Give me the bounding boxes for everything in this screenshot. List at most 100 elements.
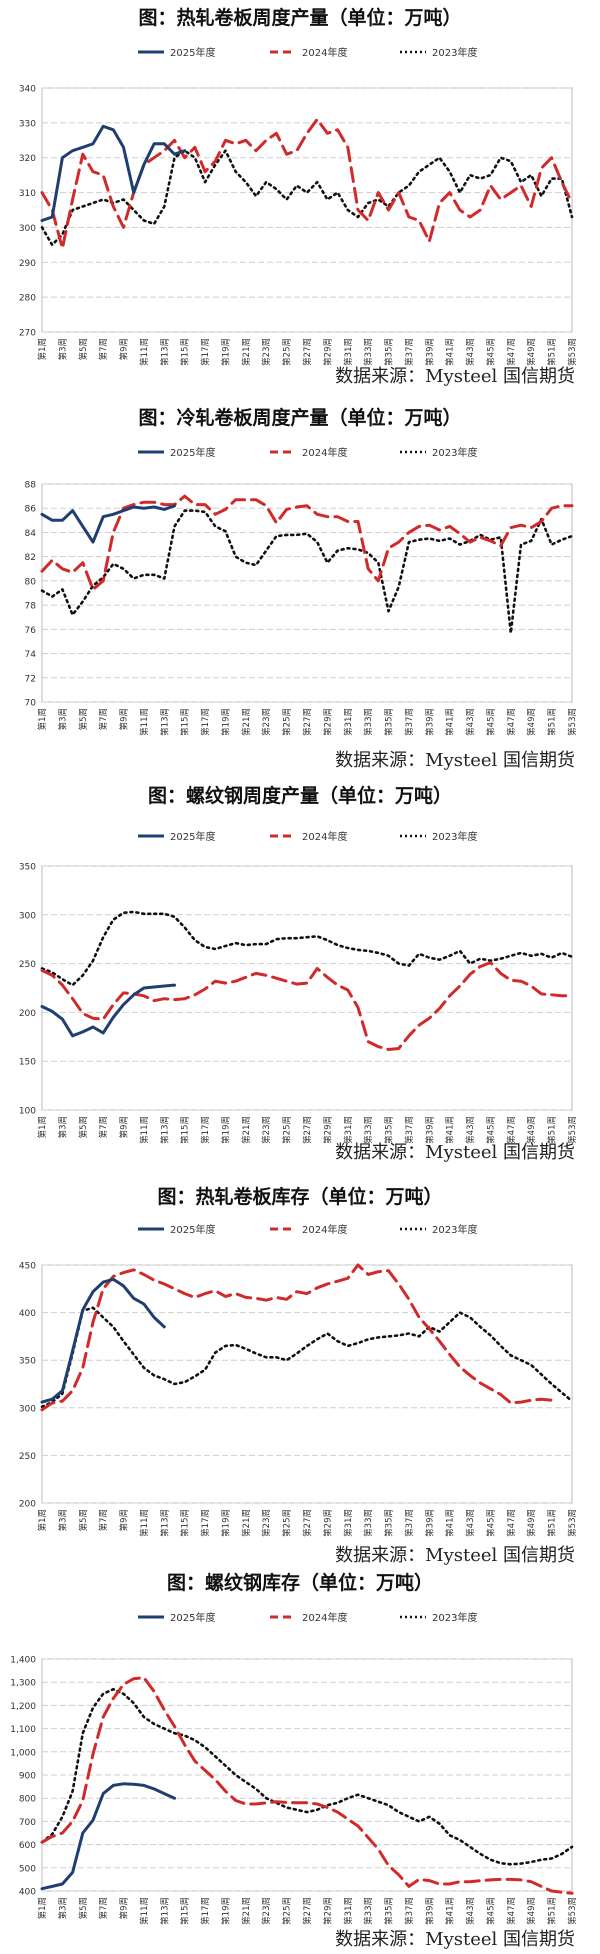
y-tick-label: 1,300 bbox=[10, 1679, 36, 1689]
series-line-2023 bbox=[40, 910, 574, 987]
x-tick-label: 第1周 bbox=[37, 1897, 48, 1919]
x-tick-label: 第9周 bbox=[119, 338, 130, 360]
legend-item: 2024年度 bbox=[270, 1611, 347, 1624]
y-tick-label: 270 bbox=[19, 329, 36, 339]
x-tick-label: 第45周 bbox=[485, 1116, 496, 1144]
x-tick-label: 第51周 bbox=[547, 1509, 558, 1537]
x-tick-label: 第45周 bbox=[485, 708, 496, 736]
series-line-2025 bbox=[40, 1277, 166, 1404]
x-tick-label: 第11周 bbox=[139, 1116, 150, 1144]
legend-item: 2025年度 bbox=[138, 830, 215, 843]
x-tick-label: 第53周 bbox=[567, 1509, 578, 1537]
series-line-2025 bbox=[40, 504, 176, 544]
x-tick-label: 第13周 bbox=[159, 338, 170, 366]
x-tick-label: 第23周 bbox=[261, 1897, 272, 1925]
source-caption: 数据来源：Mysteel 国信期货 bbox=[335, 1929, 575, 1950]
x-tick-label: 第41周 bbox=[445, 1116, 456, 1144]
source-caption: 数据来源：Mysteel 国信期货 bbox=[335, 1142, 575, 1163]
chart-panel-5: 图：螺纹钢库存（单位：万吨） 2025年度 2024年度 2023年度 400 500 60… bbox=[0, 1569, 600, 1954]
y-tick-label: 450 bbox=[19, 1262, 36, 1272]
x-tick-label: 第31周 bbox=[343, 1897, 354, 1925]
chart-title: 图：热轧卷板周度产量（单位：万吨） bbox=[138, 6, 461, 29]
legend-label: 2024年度 bbox=[302, 1611, 347, 1624]
x-tick-label: 第17周 bbox=[200, 708, 211, 736]
x-tick-label: 第9周 bbox=[119, 708, 130, 730]
legend-label: 2025年度 bbox=[170, 830, 215, 843]
series-line-2024 bbox=[40, 494, 574, 591]
x-tick-label: 第25周 bbox=[282, 338, 293, 366]
series-line-2025 bbox=[40, 124, 187, 222]
y-tick-label: 250 bbox=[19, 1452, 36, 1462]
x-tick-label: 第15周 bbox=[180, 1509, 191, 1537]
x-tick-label: 第37周 bbox=[404, 1509, 415, 1537]
legend-item: 2025年度 bbox=[138, 1611, 215, 1624]
y-tick-label: 72 bbox=[25, 674, 36, 684]
series-line-2023 bbox=[40, 1306, 574, 1409]
y-tick-label: 1,100 bbox=[10, 1725, 36, 1735]
legend-label: 2023年度 bbox=[432, 830, 477, 843]
y-tick-label: 80 bbox=[25, 577, 37, 587]
y-tick-label: 330 bbox=[19, 119, 36, 129]
x-tick-label: 第1周 bbox=[37, 708, 48, 730]
x-tick-label: 第5周 bbox=[78, 708, 89, 730]
series-line-2025 bbox=[40, 983, 176, 1038]
x-tick-label: 第19周 bbox=[220, 708, 231, 736]
x-tick-label: 第17周 bbox=[200, 1897, 211, 1925]
x-tick-label: 第43周 bbox=[465, 1116, 476, 1144]
series-line-2025 bbox=[40, 1782, 176, 1891]
chart-title: 图：螺纹钢库存（单位：万吨） bbox=[167, 1571, 433, 1594]
legend-label: 2025年度 bbox=[170, 1611, 215, 1624]
x-tick-label: 第35周 bbox=[384, 708, 395, 736]
y-tick-label: 88 bbox=[25, 481, 37, 491]
x-tick-label: 第7周 bbox=[98, 338, 109, 360]
x-tick-label: 第45周 bbox=[485, 1897, 496, 1925]
x-tick-label: 第29周 bbox=[322, 1897, 333, 1925]
x-tick-label: 第27周 bbox=[302, 1116, 313, 1144]
x-tick-label: 第39周 bbox=[424, 338, 435, 366]
y-tick-label: 76 bbox=[25, 626, 37, 636]
chart-title: 图：热轧卷板库存（单位：万吨） bbox=[157, 1185, 442, 1208]
legend-item: 2024年度 bbox=[270, 830, 347, 843]
x-tick-label: 第47周 bbox=[506, 1509, 517, 1537]
x-tick-label: 第47周 bbox=[506, 1897, 517, 1925]
x-tick-label: 第7周 bbox=[98, 708, 109, 730]
x-tick-label: 第9周 bbox=[119, 1116, 130, 1138]
x-tick-label: 第47周 bbox=[506, 1116, 517, 1144]
chart-svg-2: 图：冷轧卷板周度产量（单位：万吨） 2025年度 2024年度 2023年度 70 72 7… bbox=[25, 406, 578, 771]
legend-item: 2023年度 bbox=[400, 1223, 477, 1236]
y-tick-label: 900 bbox=[19, 1772, 36, 1782]
x-tick-label: 第31周 bbox=[343, 708, 354, 736]
y-tick-label: 280 bbox=[19, 294, 36, 304]
x-tick-label: 第51周 bbox=[547, 708, 558, 736]
legend-item: 2024年度 bbox=[270, 46, 347, 59]
legend-item: 2025年度 bbox=[138, 446, 215, 459]
x-tick-label: 第21周 bbox=[241, 1509, 252, 1537]
x-tick-label: 第53周 bbox=[567, 338, 578, 366]
x-tick-label: 第39周 bbox=[424, 1897, 435, 1925]
legend-label: 2024年度 bbox=[302, 446, 347, 459]
x-tick-label: 第15周 bbox=[180, 1116, 191, 1144]
x-tick-label: 第7周 bbox=[98, 1509, 109, 1531]
chart-panel-2: 图：冷轧卷板周度产量（单位：万吨） 2025年度 2024年度 2023年度 70 72 7… bbox=[0, 398, 600, 774]
chart-title: 图：螺纹钢周度产量（单位：万吨） bbox=[148, 784, 452, 807]
chart-svg-1: 图：热轧卷板周度产量（单位：万吨） 2025年度 2024年度 2023年度 270 28… bbox=[19, 6, 578, 387]
y-tick-label: 82 bbox=[25, 553, 36, 563]
legend-item: 2023年度 bbox=[400, 46, 477, 59]
legend-label: 2023年度 bbox=[432, 446, 477, 459]
x-tick-label: 第49周 bbox=[526, 338, 537, 366]
y-tick-label: 84 bbox=[25, 529, 37, 539]
x-tick-label: 第41周 bbox=[445, 1897, 456, 1925]
y-tick-label: 300 bbox=[19, 1404, 36, 1414]
x-tick-label: 第21周 bbox=[241, 1897, 252, 1925]
x-tick-label: 第47周 bbox=[506, 708, 517, 736]
x-tick-label: 第41周 bbox=[445, 1509, 456, 1537]
y-tick-label: 250 bbox=[19, 960, 36, 970]
x-tick-label: 第5周 bbox=[78, 1116, 89, 1138]
y-tick-label: 86 bbox=[25, 505, 37, 515]
y-tick-label: 74 bbox=[25, 650, 37, 660]
x-tick-label: 第11周 bbox=[139, 1509, 150, 1537]
x-tick-label: 第23周 bbox=[261, 1116, 272, 1144]
y-tick-label: 500 bbox=[19, 1864, 36, 1874]
x-tick-label: 第15周 bbox=[180, 338, 191, 366]
legend-item: 2025年度 bbox=[138, 1223, 215, 1236]
